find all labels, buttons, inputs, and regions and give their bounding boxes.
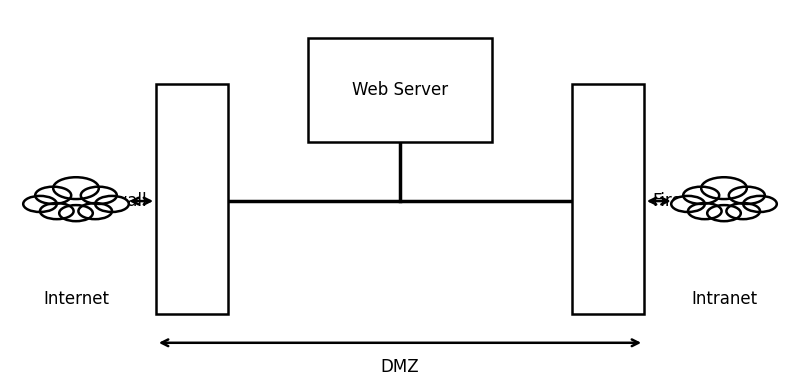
- Bar: [156, 84, 228, 314]
- Circle shape: [726, 203, 760, 219]
- Text: DMZ: DMZ: [381, 358, 419, 376]
- Circle shape: [53, 177, 99, 199]
- Text: Intranet: Intranet: [691, 290, 757, 308]
- Circle shape: [23, 196, 57, 212]
- Circle shape: [701, 177, 747, 199]
- Circle shape: [59, 205, 93, 221]
- Bar: [572, 84, 644, 314]
- Circle shape: [743, 196, 777, 212]
- Bar: [308, 38, 492, 142]
- Circle shape: [729, 187, 765, 204]
- Circle shape: [95, 196, 129, 212]
- Circle shape: [81, 187, 117, 204]
- Circle shape: [688, 203, 722, 219]
- Circle shape: [707, 205, 741, 221]
- Text: Firewall: Firewall: [85, 192, 147, 210]
- Circle shape: [671, 196, 705, 212]
- Text: Web Server: Web Server: [352, 81, 448, 99]
- Circle shape: [35, 187, 71, 204]
- Text: Internet: Internet: [43, 290, 109, 308]
- Circle shape: [683, 187, 719, 204]
- Circle shape: [78, 203, 112, 219]
- Circle shape: [40, 203, 74, 219]
- Text: Firewall: Firewall: [653, 192, 715, 210]
